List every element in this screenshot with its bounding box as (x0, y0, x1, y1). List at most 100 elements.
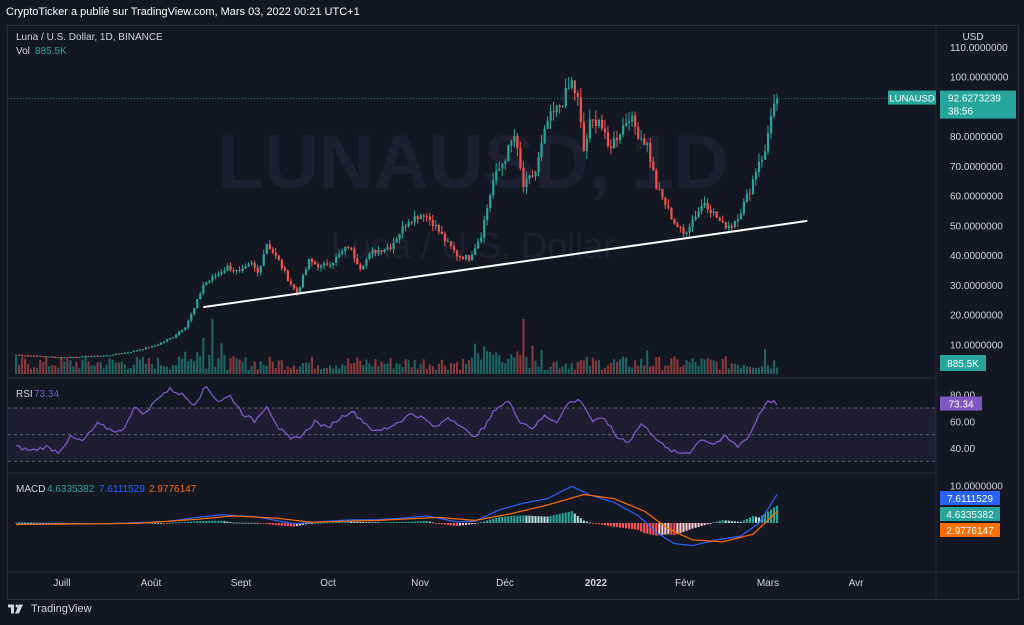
macd-histogram-bar (649, 523, 652, 535)
volume-bar (102, 368, 105, 374)
macd-histogram-bar (561, 513, 564, 523)
candle-body (555, 105, 558, 113)
macd-histogram-bar (625, 523, 628, 529)
candle-body (33, 355, 36, 357)
macd-histogram-bar (619, 523, 622, 528)
macd-histogram-bar (24, 522, 27, 524)
volume-bar (90, 365, 93, 374)
volume-bar (72, 366, 75, 374)
volume-bar (159, 365, 163, 374)
candle-body (247, 264, 250, 267)
macd-signal-value: 2.9776147 (149, 484, 197, 495)
candle-body (226, 265, 229, 271)
macd-badge-value: 7.6111529 (947, 494, 993, 505)
candle-body (721, 220, 724, 223)
volume-bar (694, 362, 697, 374)
candle-body (501, 163, 504, 169)
macd-histogram-bar (389, 522, 392, 523)
macd-histogram-bar (244, 522, 247, 524)
candle-body (386, 247, 389, 250)
volume-bar (658, 356, 661, 374)
volume-bar (51, 365, 54, 374)
candle-body (540, 143, 543, 157)
volume-bar (534, 360, 537, 374)
candle-body (353, 249, 356, 259)
volume-bar (770, 368, 773, 374)
macd-signal-line (16, 493, 778, 543)
volume-bar (727, 368, 730, 374)
volume-bar (39, 359, 42, 374)
volume-bar (190, 359, 193, 374)
price-tick-label: 30.0000000 (950, 281, 1003, 292)
volume-bar (631, 367, 634, 374)
volume-bar (75, 361, 78, 374)
macd-histogram-bar (606, 523, 610, 526)
candle-body (96, 355, 99, 357)
volume-bar (350, 363, 353, 374)
macd-histogram-bar (597, 523, 600, 525)
volume-bar (184, 351, 187, 374)
volume-bar (615, 361, 619, 374)
macd-histogram-bar (392, 522, 395, 523)
volume-bar (558, 368, 561, 374)
candle-body (736, 219, 739, 222)
candle-body (105, 355, 108, 357)
candle-body (129, 352, 132, 354)
volume-bar (540, 349, 543, 374)
macd-histogram-bar (504, 516, 507, 523)
candle-body (471, 254, 474, 261)
candle-body (489, 195, 492, 208)
macd-histogram-bar (591, 523, 594, 524)
candle-body (733, 221, 736, 228)
candle-body (458, 256, 462, 258)
volume-bar (129, 368, 132, 374)
macd-histogram-bar (615, 523, 619, 528)
candle-body (410, 221, 413, 223)
macd-histogram-bar (628, 523, 631, 529)
candle-body (356, 258, 359, 265)
volume-bar (745, 366, 748, 374)
candle-body (440, 231, 444, 235)
rsi-line (15, 385, 778, 455)
macd-histogram-bar (516, 515, 519, 523)
candle-body (619, 134, 622, 141)
candle-body (697, 211, 700, 217)
candle-body (646, 143, 649, 145)
macd-histogram-bar (341, 521, 344, 523)
volume-bar (440, 359, 443, 374)
macd-histogram-bar (609, 523, 613, 527)
volume-bar (289, 368, 292, 374)
volume-bar (477, 353, 480, 374)
candle-body (504, 161, 507, 164)
volume-bar (579, 360, 582, 374)
macd-histogram-bar (401, 521, 404, 523)
macd-histogram-bar (588, 522, 591, 524)
macd-histogram-bar (543, 516, 546, 523)
macd-histogram-bar (452, 523, 455, 526)
macd-histogram-bar (214, 520, 217, 523)
macd-histogram-bar (18, 522, 21, 524)
volume-bar (175, 365, 178, 374)
candle-body (594, 119, 598, 126)
macd-histogram-bar (468, 523, 471, 525)
price-tick-label: 20.0000000 (950, 311, 1003, 322)
volume-bar (24, 358, 27, 374)
volume-bar (588, 365, 591, 374)
macd-histogram-bar (718, 520, 721, 523)
macd-histogram-bar (661, 523, 664, 535)
candle-body (66, 357, 69, 359)
volume-bar (211, 319, 214, 374)
candle-body (652, 161, 655, 171)
candle-body (377, 250, 380, 254)
volume-bar (235, 358, 238, 374)
candle-body (132, 350, 135, 353)
candle-body (211, 276, 214, 281)
volume-bar (676, 359, 679, 374)
candle-body (609, 146, 613, 149)
candle-body (655, 170, 658, 189)
volume-bar (365, 359, 368, 374)
volume-bar (715, 361, 718, 374)
volume-bar (332, 368, 335, 374)
volume-bar (147, 357, 150, 374)
